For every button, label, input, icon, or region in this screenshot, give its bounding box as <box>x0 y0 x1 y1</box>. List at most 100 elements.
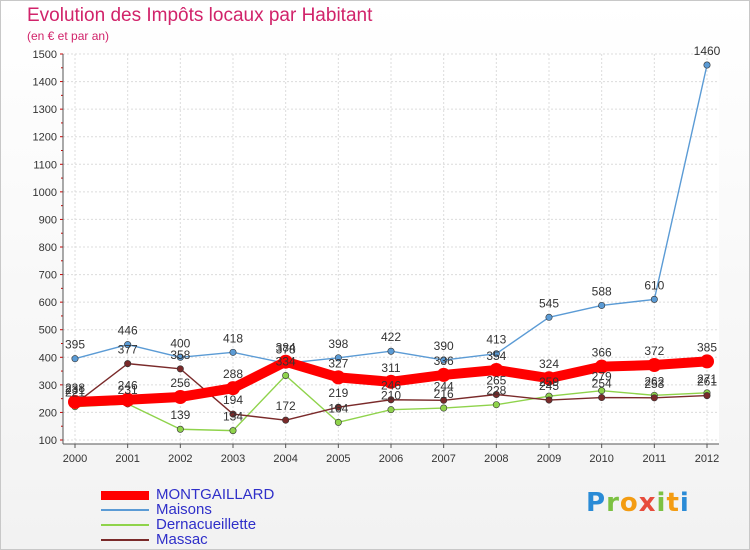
data-label-Dernacueillette-2012: 271 <box>697 372 717 386</box>
data-point-MONTGAILLARD-2010 <box>594 359 609 374</box>
y-tick-label-1500: 1500 <box>33 49 57 61</box>
data-point-MONTGAILLARD-2004 <box>278 354 293 369</box>
data-label-Massac-2010: 254 <box>592 377 612 391</box>
data-point-Maisons-2007 <box>440 356 448 364</box>
data-label-Dernacueillette-2008: 228 <box>486 384 506 398</box>
data-point-Massac-2007 <box>440 396 448 404</box>
data-point-Dernacueillette-2005 <box>334 418 342 426</box>
data-point-Dernacueillette-2007 <box>440 404 448 412</box>
data-label-Massac-2008: 265 <box>486 374 506 388</box>
chart-subtitle: (en € et par an) <box>27 29 110 43</box>
data-point-Maisons-2001 <box>124 341 132 349</box>
data-label-MONTGAILLARD-2012: 385 <box>697 340 717 354</box>
data-label-Dernacueillette-2005: 164 <box>328 401 348 415</box>
data-point-Maisons-2012 <box>703 61 711 69</box>
x-tick-label-2004: 2004 <box>273 453 297 465</box>
y-tick-label-200: 200 <box>39 407 57 419</box>
data-point-MONTGAILLARD-2007 <box>436 367 451 382</box>
data-point-Massac-2009 <box>545 396 553 404</box>
data-label-Massac-2012: 261 <box>697 375 717 389</box>
data-label-Maisons-2001: 446 <box>118 324 138 338</box>
data-label-Massac-2009: 245 <box>539 379 559 393</box>
y-tick-label-400: 400 <box>39 352 57 364</box>
proxiti-logo: Proxiti <box>586 488 690 518</box>
data-label-Dernacueillette-2006: 210 <box>381 389 401 403</box>
legend-label: MONTGAILLARD <box>156 486 275 503</box>
data-label-Massac-2011: 253 <box>644 377 664 391</box>
legend-swatch <box>101 524 149 526</box>
data-point-Massac-2010 <box>598 394 606 402</box>
data-label-Maisons-2007: 390 <box>434 339 454 353</box>
data-point-Dernacueillette-2002 <box>176 425 184 433</box>
data-label-Massac-2002: 358 <box>170 348 190 362</box>
data-label-Massac-2007: 244 <box>434 379 454 393</box>
data-point-Maisons-2002 <box>176 353 184 361</box>
data-label-Maisons-2005: 398 <box>328 337 348 351</box>
data-point-Massac-2008 <box>492 391 500 399</box>
data-point-Maisons-2005 <box>334 354 342 362</box>
data-label-MONTGAILLARD-2011: 372 <box>644 344 664 358</box>
y-tick-label-700: 700 <box>39 270 57 282</box>
data-point-Dernacueillette-2004 <box>282 371 290 379</box>
data-label-MONTGAILLARD-2008: 354 <box>486 349 506 363</box>
data-point-Dernacueillette-2006 <box>387 406 395 414</box>
x-tick-label-2011: 2011 <box>643 453 667 465</box>
x-tick-label-2005: 2005 <box>326 453 350 465</box>
x-tick-label-2012: 2012 <box>695 453 719 465</box>
data-label-MONTGAILLARD-2001: 246 <box>118 379 138 393</box>
y-tick-label-100: 100 <box>39 435 57 447</box>
data-label-MONTGAILLARD-2009: 324 <box>539 357 559 371</box>
x-tick-label-2010: 2010 <box>589 453 613 465</box>
data-label-Maisons-2011: 610 <box>644 278 664 292</box>
y-tick-label-1100: 1100 <box>33 159 57 171</box>
data-label-MONTGAILLARD-2010: 366 <box>592 346 612 360</box>
data-label-Maisons-2008: 413 <box>486 333 506 347</box>
y-tick-label-500: 500 <box>39 325 57 337</box>
data-point-MONTGAILLARD-2005 <box>331 370 346 385</box>
data-label-MONTGAILLARD-2002: 256 <box>170 376 190 390</box>
y-tick-label-1300: 1300 <box>33 104 57 116</box>
legend-swatch <box>101 539 149 541</box>
data-point-MONTGAILLARD-2012 <box>700 354 714 369</box>
data-point-MONTGAILLARD-2002 <box>173 389 188 404</box>
data-label-Massac-2000: 231 <box>65 383 85 397</box>
data-point-MONTGAILLARD-2000 <box>68 394 82 409</box>
logo-letter: r <box>606 488 620 518</box>
data-label-Maisons-2009: 545 <box>539 296 559 310</box>
data-label-MONTGAILLARD-2000: 238 <box>65 381 85 395</box>
data-point-Maisons-2008 <box>492 350 500 358</box>
data-point-Massac-2006 <box>387 396 395 404</box>
logo-letter: o <box>619 488 639 518</box>
data-point-Dernacueillette-2008 <box>492 401 500 409</box>
data-label-Dernacueillette-2003: 134 <box>223 410 243 424</box>
data-point-Massac-2012 <box>703 392 711 400</box>
legend-swatch <box>101 491 149 500</box>
data-label-Massac-2003: 194 <box>223 393 243 407</box>
y-tick-label-800: 800 <box>39 242 57 254</box>
data-point-Maisons-2000 <box>71 355 79 363</box>
x-tick-label-2003: 2003 <box>221 453 245 465</box>
data-point-Massac-2001 <box>124 360 132 368</box>
logo-letter: i <box>656 488 667 518</box>
data-label-MONTGAILLARD-2003: 288 <box>223 367 243 381</box>
data-point-Massac-2005 <box>334 403 342 411</box>
data-label-Maisons-2010: 588 <box>592 284 612 298</box>
data-point-MONTGAILLARD-2001 <box>120 392 135 407</box>
data-point-MONTGAILLARD-2009 <box>542 371 556 386</box>
x-tick-label-2002: 2002 <box>168 453 192 465</box>
data-label-Dernacueillette-2000: 221 <box>65 386 85 400</box>
x-tick-label-2001: 2001 <box>115 453 139 465</box>
data-point-MONTGAILLARD-2006 <box>384 374 398 389</box>
data-point-MONTGAILLARD-2003 <box>226 381 240 396</box>
x-tick-label-2009: 2009 <box>537 453 561 465</box>
data-label-Massac-2006: 246 <box>381 379 401 393</box>
data-label-Dernacueillette-2001: 231 <box>118 383 138 397</box>
data-label-Dernacueillette-2004: 334 <box>276 354 296 368</box>
data-label-Maisons-2003: 418 <box>223 331 243 345</box>
data-point-Maisons-2009 <box>545 313 553 321</box>
logo-letter: i <box>679 488 690 518</box>
data-label-Dernacueillette-2009: 259 <box>539 375 559 389</box>
data-point-Massac-2003 <box>229 410 237 418</box>
